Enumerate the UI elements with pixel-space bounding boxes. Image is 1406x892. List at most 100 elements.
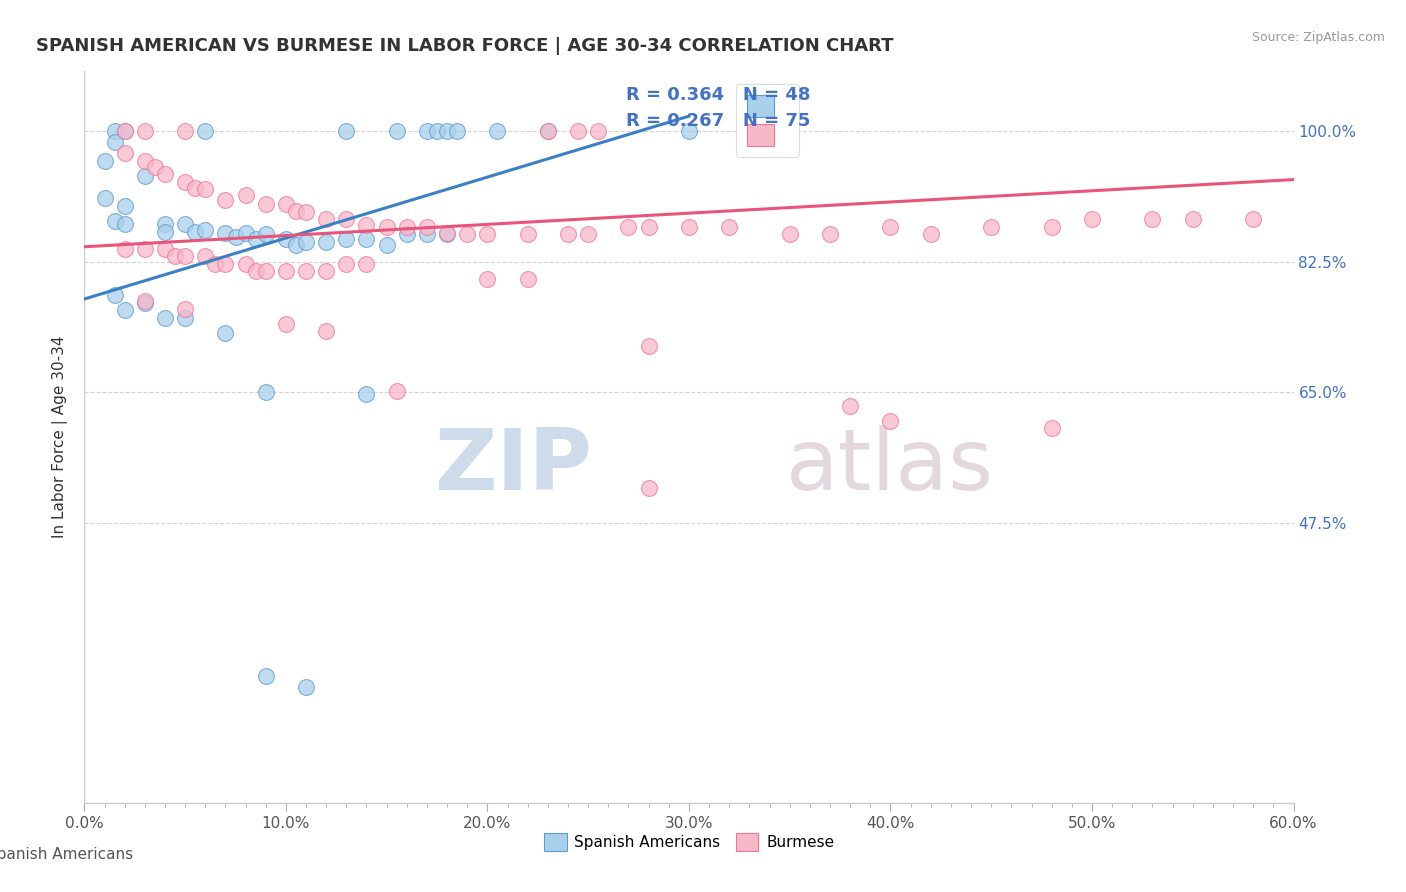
Point — [637, 219, 659, 234]
Text: ZIP: ZIP — [434, 425, 592, 508]
Point — [335, 124, 357, 138]
Point — [416, 124, 439, 138]
Point — [235, 188, 257, 202]
Point — [153, 310, 176, 325]
Point — [516, 227, 538, 241]
Point — [194, 124, 217, 138]
Point — [153, 218, 176, 232]
Point — [477, 227, 499, 241]
Point — [254, 264, 277, 278]
Point — [818, 227, 841, 241]
Point — [356, 231, 378, 245]
Text: R = 0.364   N = 48: R = 0.364 N = 48 — [626, 86, 811, 103]
Point — [285, 237, 308, 252]
Point — [274, 264, 297, 278]
Point — [165, 250, 187, 264]
Point — [395, 219, 418, 234]
Point — [134, 294, 156, 309]
Point — [335, 231, 357, 245]
Point — [134, 242, 156, 256]
Point — [335, 212, 357, 227]
Point — [678, 124, 700, 138]
Point — [274, 231, 297, 245]
Point — [114, 146, 136, 161]
Point — [274, 317, 297, 331]
Point — [194, 222, 217, 236]
Point — [315, 264, 337, 278]
Point — [395, 227, 418, 241]
Y-axis label: In Labor Force | Age 30-34: In Labor Force | Age 30-34 — [52, 335, 67, 539]
Point — [375, 219, 398, 234]
Point — [637, 481, 659, 495]
Point — [114, 242, 136, 256]
Point — [114, 124, 136, 138]
Point — [235, 257, 257, 271]
Point — [104, 135, 127, 149]
Point — [235, 226, 257, 240]
Point — [356, 386, 378, 401]
Point — [315, 212, 337, 227]
Point — [225, 230, 247, 244]
Point — [436, 226, 458, 240]
Point — [588, 124, 610, 138]
Point — [356, 218, 378, 232]
Point — [375, 237, 398, 252]
Point — [416, 227, 439, 241]
Point — [385, 124, 408, 138]
Point — [153, 167, 176, 181]
Point — [254, 227, 277, 241]
Point — [214, 326, 236, 340]
Point — [718, 219, 741, 234]
Point — [567, 124, 589, 138]
Point — [153, 242, 176, 256]
Point — [637, 339, 659, 353]
Point — [93, 191, 115, 205]
Point — [214, 226, 236, 240]
Point — [335, 257, 357, 271]
Point — [134, 153, 156, 168]
Text: SPANISH AMERICAN VS BURMESE IN LABOR FORCE | AGE 30-34 CORRELATION CHART: SPANISH AMERICAN VS BURMESE IN LABOR FOR… — [37, 37, 893, 54]
Point — [254, 385, 277, 400]
Point — [104, 124, 127, 138]
Point — [274, 197, 297, 211]
Point — [245, 231, 267, 245]
Point — [194, 182, 217, 196]
Point — [114, 199, 136, 213]
Point — [839, 399, 862, 413]
Point — [537, 124, 560, 138]
Point — [456, 227, 478, 241]
Point — [254, 669, 277, 683]
Point — [295, 204, 318, 219]
Point — [436, 227, 458, 241]
Point — [557, 227, 579, 241]
Point — [920, 227, 942, 241]
Point — [779, 227, 801, 241]
Point — [436, 124, 458, 138]
Point — [1040, 219, 1063, 234]
Point — [617, 219, 640, 234]
Point — [174, 124, 197, 138]
Point — [980, 219, 1002, 234]
Point — [134, 124, 156, 138]
Point — [1040, 421, 1063, 435]
Point — [254, 197, 277, 211]
Legend: Spanish Americans, Burmese: Spanish Americans, Burmese — [537, 827, 841, 857]
Point — [174, 301, 197, 316]
Point — [194, 250, 217, 264]
Point — [295, 235, 318, 249]
Point — [477, 272, 499, 286]
Point — [295, 680, 318, 694]
Point — [537, 124, 560, 138]
Point — [516, 272, 538, 286]
Point — [174, 218, 197, 232]
Point — [426, 124, 449, 138]
Point — [446, 124, 468, 138]
Point — [245, 264, 267, 278]
Point — [385, 384, 408, 398]
Point — [879, 414, 901, 428]
Point — [214, 193, 236, 207]
Point — [1241, 212, 1264, 227]
Point — [184, 225, 207, 239]
Point — [1142, 212, 1164, 227]
Point — [114, 124, 136, 138]
